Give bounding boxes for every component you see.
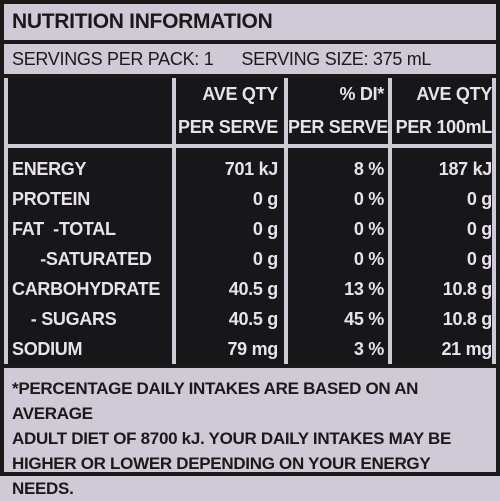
footnote-line: ADULT DIET OF 8700 kJ. YOUR DAILY INTAKE… xyxy=(12,429,452,448)
nutrient-name: PROTEIN xyxy=(12,189,90,209)
table-row: PROTEIN 0 g 0 % 0 g xyxy=(8,184,492,214)
value-di: 45 % xyxy=(344,309,384,329)
value-per-serve: 79 mg xyxy=(227,339,278,359)
nutrient-name: ENERGY xyxy=(12,159,87,179)
table-row: - SUGARS 40.5 g 45 % 10.8 g xyxy=(8,304,493,334)
nutrient-name: SODIUM xyxy=(12,339,83,359)
value-di: 0 % xyxy=(353,249,384,269)
value-di: 13 % xyxy=(344,279,384,299)
value-di: 8 % xyxy=(353,159,384,179)
value-di: 0 % xyxy=(353,189,384,209)
table-row: CARBOHYDRATE 40.5 g 13 % 10.8 g xyxy=(8,274,492,304)
table-row: FAT -TOTAL 0 g 0 % 0 g xyxy=(8,214,492,244)
column-divider xyxy=(172,78,176,364)
nutrition-table: AVE QTY PER SERVE % DI* PER SERVE AVE QT… xyxy=(8,78,492,364)
header-line: AVE QTY xyxy=(416,84,492,104)
value-per-100ml: 21 mg xyxy=(441,339,492,359)
value-per-100ml: 0 g xyxy=(466,249,492,269)
table-row: -SATURATED 0 g 0 % 0 g xyxy=(8,244,492,274)
table-row: ENERGY 701 kJ 8 % 187 kJ xyxy=(8,154,492,184)
header-line: PER SERVE xyxy=(288,117,389,137)
header-line: AVE QTY xyxy=(202,84,278,104)
serving-info: SERVINGS PER PACK: 1 SERVING SIZE: 375 mL xyxy=(4,44,496,78)
value-per-100ml: 187 kJ xyxy=(438,159,493,179)
serving-size: SERVING SIZE: 375 mL xyxy=(241,49,432,69)
panel-title: NUTRITION INFORMATION xyxy=(4,4,496,44)
header-line: PER SERVE xyxy=(177,117,278,137)
header-di-per-serve: % DI* PER SERVE xyxy=(288,78,389,144)
value-per-serve: 40.5 g xyxy=(228,309,279,329)
value-per-100ml: 10.8 g xyxy=(442,279,493,299)
value-per-serve: 0 g xyxy=(252,219,278,239)
column-divider xyxy=(388,78,392,364)
value-di: 3 % xyxy=(353,339,384,359)
value-di: 0 % xyxy=(353,219,384,239)
value-per-serve: 0 g xyxy=(252,249,278,269)
header-divider xyxy=(8,144,492,148)
value-per-100ml: 0 g xyxy=(466,189,492,209)
value-per-serve: 40.5 g xyxy=(228,279,279,299)
header-ave-qty-per-100ml: AVE QTY PER 100mL xyxy=(392,78,493,144)
header-ave-qty-per-serve: AVE QTY PER SERVE xyxy=(176,78,278,144)
nutrient-name: FAT -TOTAL xyxy=(12,219,116,239)
servings-per-pack: SERVINGS PER PACK: 1 xyxy=(12,49,214,69)
header-line: PER 100mL xyxy=(395,117,493,137)
nutrient-name: CARBOHYDRATE xyxy=(12,279,161,299)
value-per-serve: 701 kJ xyxy=(224,159,279,179)
footnote-line: *PERCENTAGE DAILY INTAKES ARE BASED ON A… xyxy=(12,379,419,423)
value-per-serve: 0 g xyxy=(252,189,278,209)
footnote: *PERCENTAGE DAILY INTAKES ARE BASED ON A… xyxy=(4,364,496,501)
value-per-100ml: 10.8 g xyxy=(442,309,493,329)
column-divider xyxy=(284,78,288,364)
nutrient-name: -SATURATED xyxy=(12,249,152,269)
header-line: % DI* xyxy=(339,84,384,104)
value-per-100ml: 0 g xyxy=(466,219,492,239)
footnote-line: HIGHER OR LOWER DEPENDING ON YOUR ENERGY… xyxy=(12,454,431,498)
table-row: SODIUM 79 mg 3 % 21 mg xyxy=(8,334,492,364)
nutrient-name: - SUGARS xyxy=(12,309,117,329)
